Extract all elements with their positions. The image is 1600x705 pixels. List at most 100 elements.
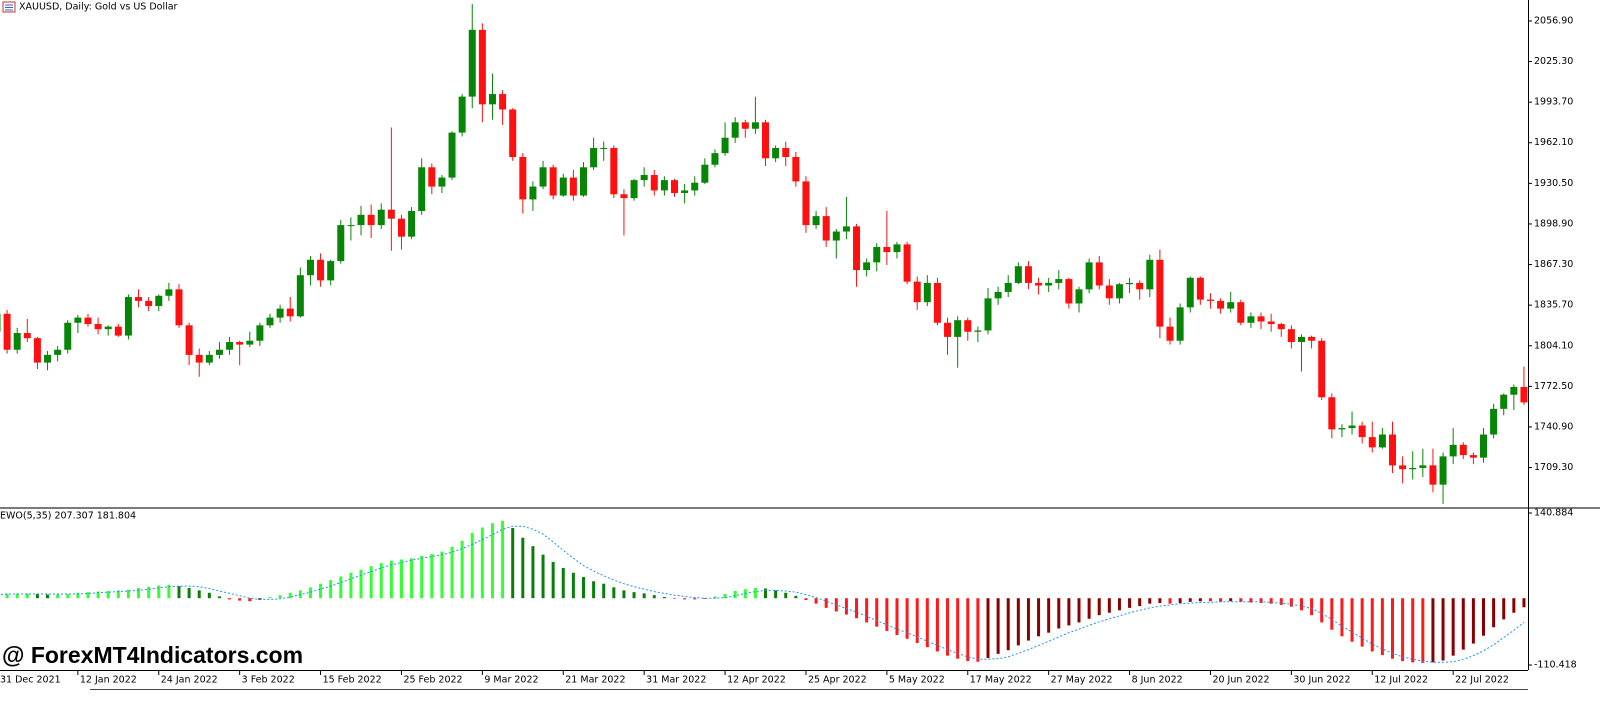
candle-body (1257, 316, 1265, 322)
axes: 2056.90 2025.30 1993.70 1962.10 1930.50 1898.… (0, 15, 1577, 685)
candle-body (347, 225, 355, 227)
x-tick-label: 17 May 2022 (970, 675, 1032, 686)
candle-body (559, 177, 567, 196)
candle-body (650, 174, 658, 191)
candle-body (1247, 316, 1255, 323)
candle-body (1429, 465, 1437, 485)
candle-body (1186, 277, 1194, 308)
candle-body (539, 167, 547, 187)
candle-body (762, 122, 770, 159)
signal-line (0, 525, 1525, 663)
candle-body (195, 354, 203, 363)
candle-body (842, 226, 850, 232)
candle-body (1014, 266, 1022, 283)
candle-body (276, 308, 284, 318)
x-tick-label: 9 Mar 2022 (484, 675, 538, 686)
x-tick-label: 31 Mar 2022 (646, 675, 706, 686)
candle-body (1419, 465, 1427, 468)
candle-body (873, 246, 881, 263)
candle-body (721, 137, 729, 154)
candle-body (509, 109, 517, 158)
candle-body (529, 186, 537, 200)
candle-body (1368, 437, 1376, 448)
candle-body (1267, 321, 1275, 325)
x-tick-label: 20 Jun 2022 (1212, 675, 1269, 686)
candle-body (1136, 282, 1144, 290)
candle-body (1318, 340, 1326, 398)
candle-body (3, 313, 11, 350)
candle-body (438, 177, 446, 187)
candle-body (883, 246, 891, 253)
candle-body (863, 262, 871, 271)
candle-body (418, 167, 426, 211)
candle-body (1388, 434, 1396, 466)
candle-body (1439, 456, 1447, 485)
candle-body (853, 226, 861, 271)
candle-body (1146, 259, 1154, 290)
x-tick-label: 15 Feb 2022 (323, 675, 382, 686)
candle-body (893, 244, 901, 253)
y-tick-label: 1772.50 (1534, 381, 1573, 392)
y-tick-label: 1740.90 (1534, 421, 1573, 432)
candle-body (1035, 282, 1043, 286)
candle-body (1328, 397, 1336, 430)
candle-body (448, 132, 456, 178)
candle-body (1469, 455, 1477, 458)
y-tick-label: 2056.90 (1534, 15, 1573, 26)
candle-body (1075, 289, 1083, 304)
candle-body (135, 297, 143, 301)
candle-body (1105, 285, 1113, 299)
candle-body (408, 210, 416, 237)
candle-body (23, 333, 31, 339)
candle-body (984, 298, 992, 331)
candle-body (1490, 408, 1498, 435)
candle-body (974, 330, 982, 332)
x-tick-label: 12 Jul 2022 (1374, 675, 1428, 686)
candle-body (1378, 434, 1386, 448)
candle-body (1156, 259, 1164, 327)
candle-body (751, 122, 759, 129)
candle-body (1459, 444, 1467, 456)
candle-body (1358, 425, 1366, 438)
candle-body (569, 177, 577, 196)
candle-body (1520, 386, 1528, 403)
candle-body (832, 231, 840, 241)
candle-body (317, 259, 325, 281)
watermark: @ ForexMT4Indicators.com (2, 642, 303, 668)
candle-body (1287, 329, 1295, 343)
candle-body (1297, 336, 1305, 343)
candle-body (468, 29, 476, 97)
candle-body (296, 275, 304, 317)
candle-body (54, 349, 62, 355)
candle-body (397, 218, 405, 237)
y-tick-label: 1867.30 (1534, 259, 1573, 270)
candle-body (964, 320, 972, 332)
candle-body (165, 289, 173, 296)
candle-body (124, 297, 132, 336)
candle-body (802, 181, 810, 226)
y-tick-label: 1835.70 (1534, 300, 1573, 311)
candle-body (1206, 299, 1214, 301)
candle-body (691, 182, 699, 191)
candle-body (499, 94, 507, 110)
candle-body (741, 122, 749, 129)
candle-body (1055, 279, 1063, 283)
candle-body (660, 180, 668, 191)
candle-body (488, 94, 496, 105)
candle-body (306, 259, 314, 276)
candle-body (519, 157, 527, 200)
candle-body (1095, 262, 1103, 286)
candle-body (266, 317, 274, 326)
candle-body (327, 261, 335, 281)
candle-body (74, 317, 82, 323)
candle-body (1196, 277, 1204, 300)
indicator-label: EWO(5,35) 207.307 181.804 (0, 511, 136, 522)
candle-body (246, 340, 254, 345)
candle-body (620, 194, 628, 199)
candle-body (671, 180, 679, 193)
y-tick-label: 1898.90 (1534, 218, 1573, 229)
y-tick-label: -110.418 (1534, 660, 1577, 671)
y-tick-label: 1930.50 (1534, 178, 1573, 189)
candle-body (428, 167, 436, 187)
